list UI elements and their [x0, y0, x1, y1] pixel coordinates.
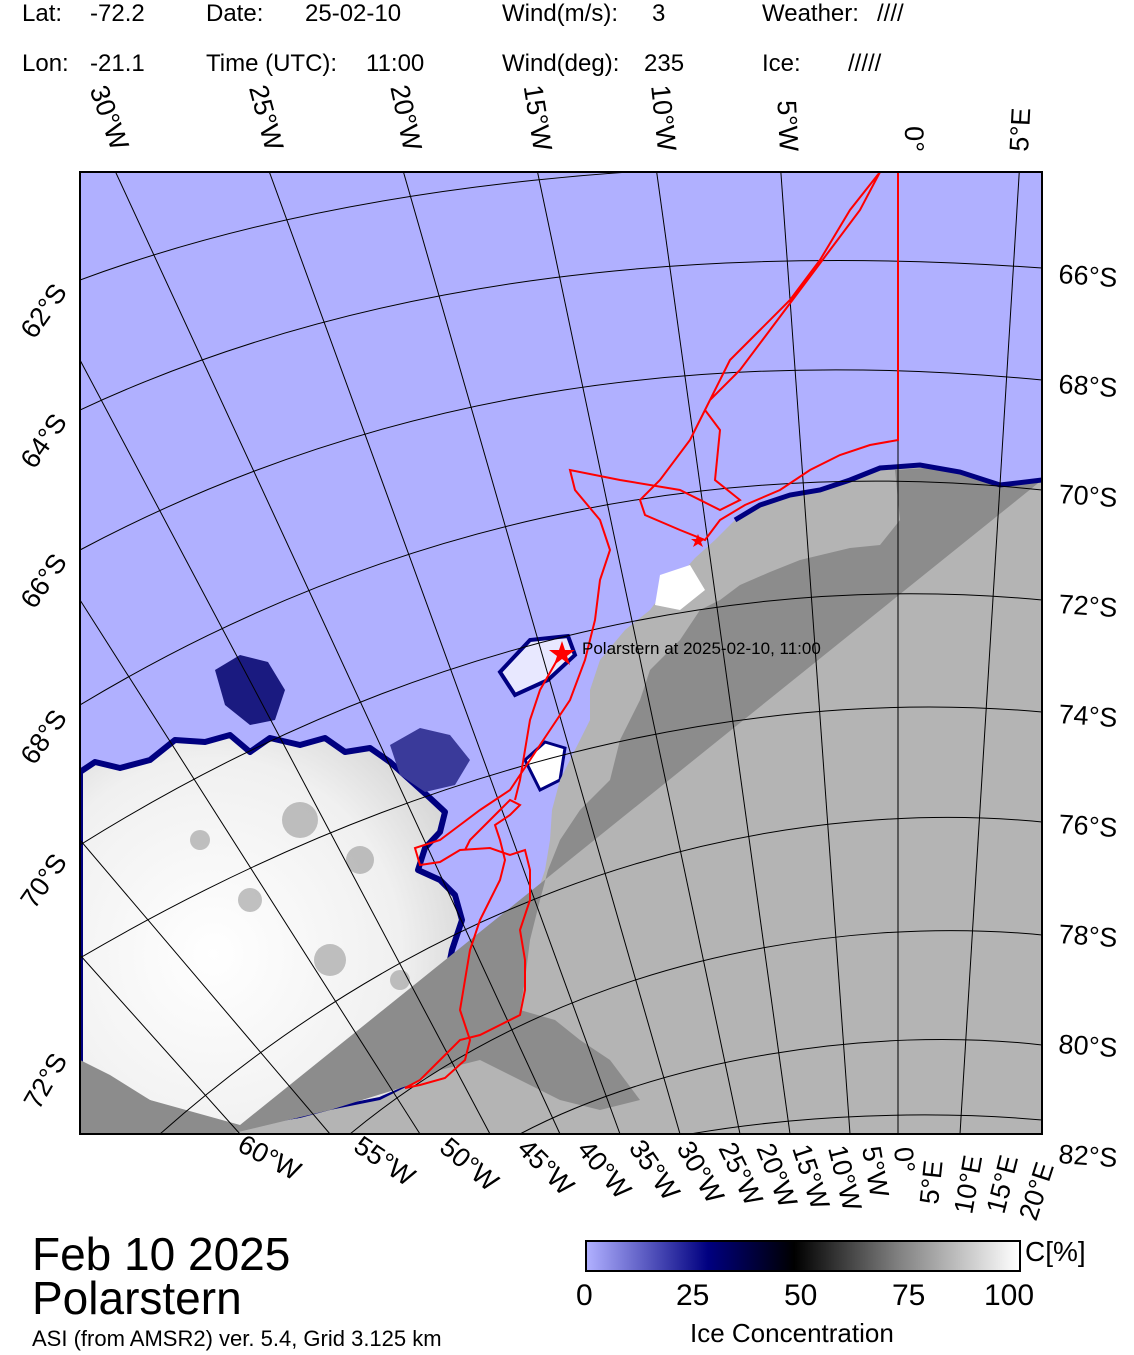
- right-lat-label: 72°S: [1058, 589, 1119, 623]
- ship-position-marker: [549, 641, 575, 665]
- top-lon-label: 0°: [899, 126, 929, 152]
- colorbar-tick: 50: [784, 1279, 818, 1312]
- weather-value: ////: [877, 0, 904, 27]
- colorbar-tick: 25: [676, 1279, 710, 1312]
- left-lat-label: 68°S: [15, 704, 73, 769]
- left-lat-label: 64°S: [15, 408, 73, 473]
- bottom-lon-label: 50°W: [434, 1132, 504, 1198]
- right-lat-label: 76°S: [1058, 809, 1119, 843]
- right-lat-label: 80°S: [1058, 1029, 1119, 1063]
- ice-label: Ice:: [762, 50, 801, 77]
- right-lat-label: 66°S: [1058, 259, 1119, 293]
- top-lon-label: 25°W: [243, 82, 289, 154]
- left-lat-label: 72°S: [18, 1048, 73, 1114]
- map-border: [79, 171, 1043, 1135]
- sea-ice-map: Polarstern at 2025-02-10, 11:00 30°W 25°…: [15, 81, 1119, 1224]
- top-lon-label: 5°W: [771, 100, 804, 153]
- ice-shelf-west: [80, 1060, 230, 1134]
- lat-label: Lat:: [22, 0, 63, 27]
- colorbar-tick: 0: [576, 1279, 593, 1312]
- top-longitude-labels: 30°W 25°W 20°W 15°W 10°W 5°W 0° 5°E: [84, 81, 1037, 154]
- bottom-lon-label: 40°W: [571, 1135, 637, 1205]
- top-lon-label: 15°W: [518, 83, 558, 154]
- wind-dir-value: 235: [644, 50, 685, 77]
- right-lat-label: 70°S: [1058, 479, 1119, 513]
- colorbar-tick: 100: [984, 1279, 1035, 1312]
- bottom-lon-label: 55°W: [349, 1130, 421, 1192]
- data-source: ASI (from AMSR2) ver. 5.4, Grid 3.125 km: [32, 1326, 442, 1351]
- colorbar: [585, 1240, 1021, 1272]
- right-lat-label: 82°S: [1058, 1139, 1119, 1173]
- bottom-lon-label: 60°W: [233, 1129, 306, 1187]
- coastal-ice-white: [655, 565, 705, 610]
- lon-value: -21.1: [90, 50, 145, 77]
- latitude-lines: [80, 172, 1042, 1134]
- right-lat-label: 68°S: [1058, 369, 1119, 403]
- top-lon-label: 10°W: [645, 84, 682, 154]
- colorbar-unit: C[%]: [1025, 1236, 1086, 1267]
- wind-speed-label: Wind(m/s):: [502, 0, 618, 27]
- date-label: Date:: [206, 0, 264, 27]
- date-title: Feb 10 2025: [32, 1228, 291, 1280]
- left-lat-label: 66°S: [15, 548, 73, 613]
- bottom-lon-label: 35°W: [623, 1134, 686, 1206]
- right-lat-label: 78°S: [1058, 919, 1119, 953]
- coast-ice-edge: [733, 462, 1042, 523]
- ship-name: Polarstern: [32, 1272, 242, 1324]
- ice-shelf: [80, 468, 1042, 1134]
- left-latitude-labels: 62°S 64°S 66°S 68°S 70°S 72°S: [15, 278, 74, 1114]
- ice-value: /////: [848, 50, 882, 77]
- time-label: Time (UTC):: [206, 50, 338, 77]
- top-lon-label: 30°W: [84, 81, 135, 154]
- lon-label: Lon:: [22, 50, 69, 77]
- wind-speed-value: 3: [652, 0, 666, 27]
- date-value: 25-02-10: [305, 0, 402, 27]
- ice-floe-patch: [215, 655, 285, 725]
- bottom-lon-label: 5°E: [914, 1159, 948, 1206]
- ice-texture: [190, 802, 410, 990]
- weather-label: Weather:: [762, 0, 859, 27]
- bottom-lon-label: 0°: [888, 1145, 921, 1174]
- lat-value: -72.2: [90, 0, 145, 27]
- wind-dir-label: Wind(deg):: [502, 50, 620, 77]
- ship-label: Polarstern at 2025-02-10, 11:00: [582, 639, 821, 658]
- ship-track: [404, 172, 899, 1089]
- time-value: 11:00: [366, 50, 425, 77]
- left-lat-label: 70°S: [15, 848, 73, 913]
- left-lat-label: 62°S: [15, 278, 73, 343]
- waypoint-marker: [691, 534, 705, 547]
- bottom-lon-label: 45°W: [512, 1133, 580, 1201]
- colorbar-tick: 75: [892, 1279, 926, 1312]
- top-lon-label: 20°W: [384, 82, 427, 154]
- top-lon-label: 5°E: [1004, 107, 1036, 152]
- ice-floe-patch: [390, 728, 470, 792]
- right-latitude-labels: 66°S 68°S 70°S 72°S 74°S 76°S 78°S 80°S …: [1058, 259, 1119, 1173]
- right-lat-label: 74°S: [1058, 699, 1119, 733]
- bottom-longitude-labels: 60°W 55°W 50°W 45°W 40°W 35°W 30°W 25°W …: [233, 1129, 1060, 1224]
- colorbar-title: Ice Concentration: [690, 1318, 894, 1348]
